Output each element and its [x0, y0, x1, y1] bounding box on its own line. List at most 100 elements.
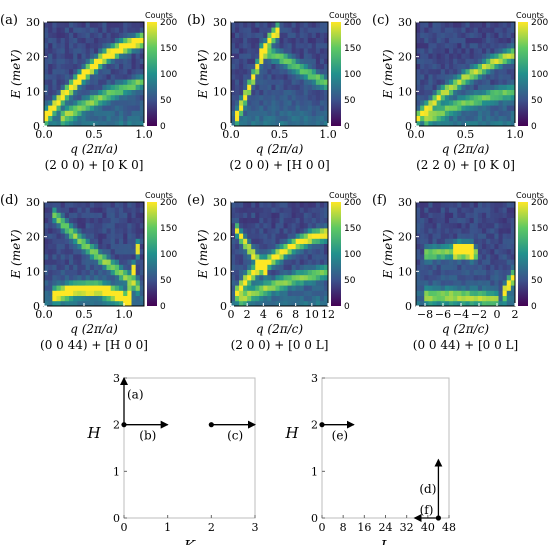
- heatmap-cell: [85, 274, 91, 281]
- heatmap-cell: [56, 74, 62, 80]
- heatmap-cell: [453, 254, 458, 260]
- heatmap-cell: [139, 228, 145, 234]
- heatmap-cell: [461, 254, 466, 260]
- heatmap-cell: [85, 53, 91, 59]
- heatmap-cell: [295, 94, 301, 101]
- heatmap-cell: [48, 290, 53, 296]
- heatmap-cell: [98, 48, 103, 54]
- heatmap-cell: [98, 295, 103, 302]
- heatmap-cell: [123, 84, 128, 90]
- heatmap-cell: [85, 217, 91, 224]
- heatmap-cell: [299, 22, 305, 28]
- heatmap-cell: [465, 259, 471, 265]
- heatmap-cell: [440, 105, 446, 111]
- heatmap-cell: [498, 290, 504, 296]
- heatmap-cell: [98, 228, 103, 234]
- heatmap-cell: [60, 300, 66, 307]
- heatmap-cell: [319, 228, 325, 234]
- heatmap-cell: [502, 243, 508, 250]
- heatmap-cell: [307, 212, 313, 218]
- heatmap-cell: [453, 233, 458, 239]
- heatmap-cell: [102, 202, 107, 208]
- heatmap-cell: [436, 228, 442, 234]
- heatmap-cell: [436, 105, 442, 111]
- heatmap-cell: [77, 248, 82, 255]
- heatmap-cell: [98, 110, 103, 116]
- heatmap-cell: [299, 274, 305, 281]
- heatmap-cell: [486, 280, 491, 286]
- heatmap-cell: [255, 207, 260, 213]
- heatmap-cell: [490, 110, 495, 116]
- heatmap-cell: [85, 295, 91, 302]
- heatmap-cell: [482, 58, 487, 64]
- heatmap-cell: [271, 228, 276, 234]
- heatmap-cell: [102, 48, 107, 54]
- heatmap-cell: [311, 254, 317, 260]
- heatmap-cell: [498, 84, 504, 90]
- heatmap-cell: [490, 22, 495, 28]
- heatmap-cells: [44, 202, 145, 307]
- heatmap-cell: [251, 222, 256, 229]
- heatmap-cell: [315, 94, 321, 101]
- heatmap-cell: [436, 259, 442, 265]
- heatmap-cell: [247, 290, 252, 296]
- heatmap-cell: [323, 63, 329, 70]
- heatmap-cell: [287, 228, 293, 234]
- heatmap-cell: [444, 222, 450, 229]
- heatmap-cell: [64, 48, 70, 54]
- heatmap-cell: [432, 280, 438, 286]
- heatmap-cell: [64, 274, 70, 281]
- heatmap-cell: [287, 79, 293, 85]
- heatmap-cell: [271, 300, 276, 307]
- heatmap-cell: [295, 285, 301, 291]
- heatmap-cell: [235, 269, 240, 276]
- heatmap-cell: [64, 217, 70, 224]
- heatmap-cell: [510, 207, 516, 213]
- heatmap-cell: [461, 243, 466, 250]
- heatmap-cell: [461, 110, 466, 116]
- heatmap-cell: [275, 105, 280, 111]
- heatmap-cell: [271, 212, 276, 218]
- heatmap-cell: [465, 74, 471, 80]
- heatmap-cell: [56, 290, 62, 296]
- heatmap-cell: [251, 228, 256, 234]
- heatmap-cell: [119, 89, 124, 96]
- heatmap-cell: [307, 84, 313, 90]
- heatmap-cell: [465, 300, 471, 307]
- heatmap-cell: [428, 89, 433, 96]
- heatmap-cell: [85, 120, 91, 127]
- heatmap-cell: [482, 259, 487, 265]
- heatmap-cell: [311, 100, 317, 106]
- heatmap-cell: [48, 105, 53, 111]
- heatmap-cell: [461, 207, 466, 213]
- heatmap-cell: [77, 94, 82, 101]
- heatmap-cell: [420, 48, 425, 54]
- heatmap-cell: [81, 233, 87, 239]
- heatmap-cell: [486, 74, 491, 80]
- heatmap-cell: [56, 22, 62, 28]
- heatmap-cell: [291, 74, 297, 80]
- heatmap-cell: [114, 202, 120, 208]
- heatmap-cell: [311, 238, 317, 244]
- heatmap-cell: [44, 22, 49, 28]
- heatmap-cell: [494, 238, 499, 244]
- heatmap-cell: [465, 254, 471, 260]
- heatmap-cell: [428, 74, 433, 80]
- heatmap-cell: [123, 295, 128, 302]
- heatmap-cell: [477, 295, 483, 302]
- heatmap-cell: [469, 222, 475, 229]
- heatmap-cell: [131, 269, 137, 276]
- heatmap-cell: [69, 94, 74, 101]
- heatmap-cell: [263, 212, 268, 218]
- heatmap-cell: [247, 37, 252, 44]
- heatmap-cell: [239, 53, 244, 59]
- heatmap-cell: [52, 63, 57, 70]
- heatmap-cell: [319, 264, 325, 270]
- heatmap-cell: [299, 264, 305, 270]
- heatmap-cell: [135, 79, 141, 85]
- heatmap-cell: [267, 22, 272, 28]
- heatmap-cell: [139, 264, 145, 270]
- heatmap-cell: [494, 27, 499, 33]
- heatmap-cell: [114, 89, 120, 96]
- heatmap-cell: [494, 22, 499, 28]
